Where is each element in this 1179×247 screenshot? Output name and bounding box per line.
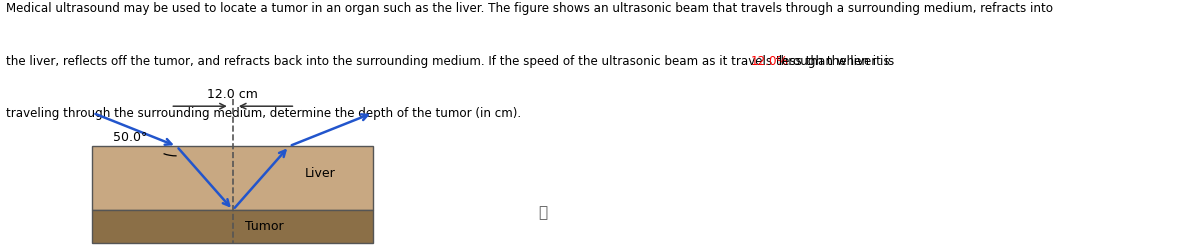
Text: 12.0 cm: 12.0 cm <box>208 88 258 101</box>
Text: Medical ultrasound may be used to locate a tumor in an organ such as the liver. : Medical ultrasound may be used to locate… <box>6 2 1053 16</box>
Text: 50.0°: 50.0° <box>112 131 147 144</box>
Text: ⓘ: ⓘ <box>538 205 547 220</box>
Text: less than when it is: less than when it is <box>775 55 895 68</box>
Text: traveling through the surrounding medium, determine the depth of the tumor (in c: traveling through the surrounding medium… <box>6 107 521 120</box>
Bar <box>92 210 374 243</box>
Bar <box>92 146 374 210</box>
Text: Tumor: Tumor <box>245 220 283 233</box>
Text: 12.0%: 12.0% <box>751 55 789 68</box>
Text: Liver: Liver <box>304 167 336 180</box>
Text: the liver, reflects off the tumor, and refracts back into the surrounding medium: the liver, reflects off the tumor, and r… <box>6 55 894 68</box>
